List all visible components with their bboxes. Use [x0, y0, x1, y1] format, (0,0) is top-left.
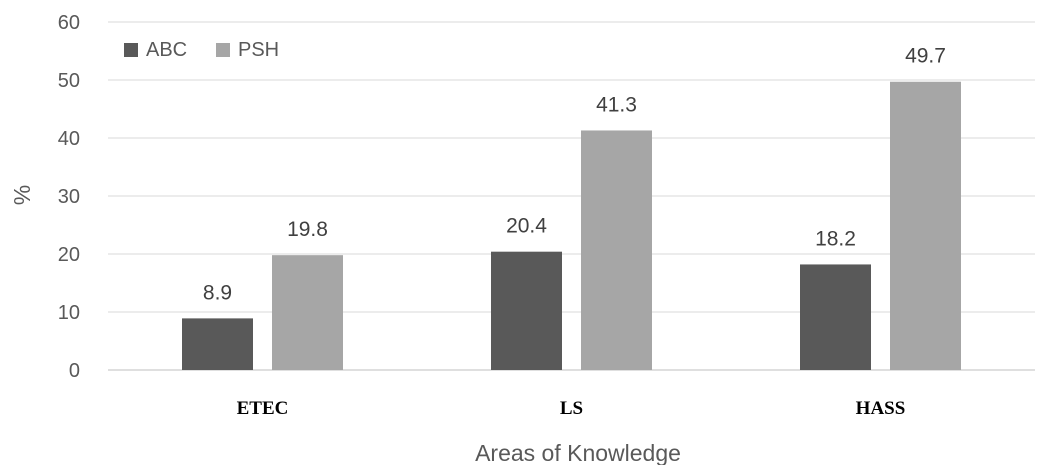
bar-abc-etec: [182, 318, 253, 370]
y-tick-label: 40: [58, 128, 80, 150]
legend-label-psh: PSH: [238, 39, 279, 61]
data-label: 41.3: [596, 93, 637, 116]
y-tick-label: 50: [58, 70, 80, 92]
y-tick-label: 30: [58, 186, 80, 208]
y-tick-label: 20: [58, 244, 80, 266]
data-labels: 8.9 19.8 20.4 41.3 18.2 49.7: [203, 45, 946, 305]
bar-abc-ls: [491, 251, 562, 370]
data-label: 18.2: [815, 227, 856, 250]
data-label: 49.7: [905, 45, 946, 68]
data-label: 19.8: [287, 218, 328, 241]
bar-psh-hass: [890, 81, 961, 371]
y-tick-label: 0: [69, 360, 80, 382]
bar-abc-hass: [800, 264, 871, 370]
y-axis-ticks: 0 10 20 30 40 50 60: [58, 12, 80, 382]
y-tick-label: 60: [58, 12, 80, 34]
gridlines: [108, 21, 1035, 371]
legend-swatch-abc: [124, 43, 138, 57]
x-category-label: HASS: [856, 398, 906, 419]
bar-psh-ls: [581, 130, 652, 370]
y-tick-label: 10: [58, 302, 80, 324]
data-label: 20.4: [506, 215, 547, 238]
legend-label-abc: ABC: [146, 39, 187, 61]
y-axis-title: %: [9, 185, 35, 205]
x-category-label: LS: [560, 398, 583, 419]
x-category-label: ETEC: [237, 398, 289, 419]
data-label: 8.9: [203, 281, 232, 304]
bars: [182, 81, 961, 371]
legend-swatch-psh: [216, 43, 230, 57]
x-axis-title: Areas of Knowledge: [475, 440, 681, 465]
bar-psh-etec: [272, 255, 343, 370]
legend: ABC PSH: [124, 39, 279, 61]
x-axis-categories: ETEC LS HASS: [237, 398, 906, 419]
